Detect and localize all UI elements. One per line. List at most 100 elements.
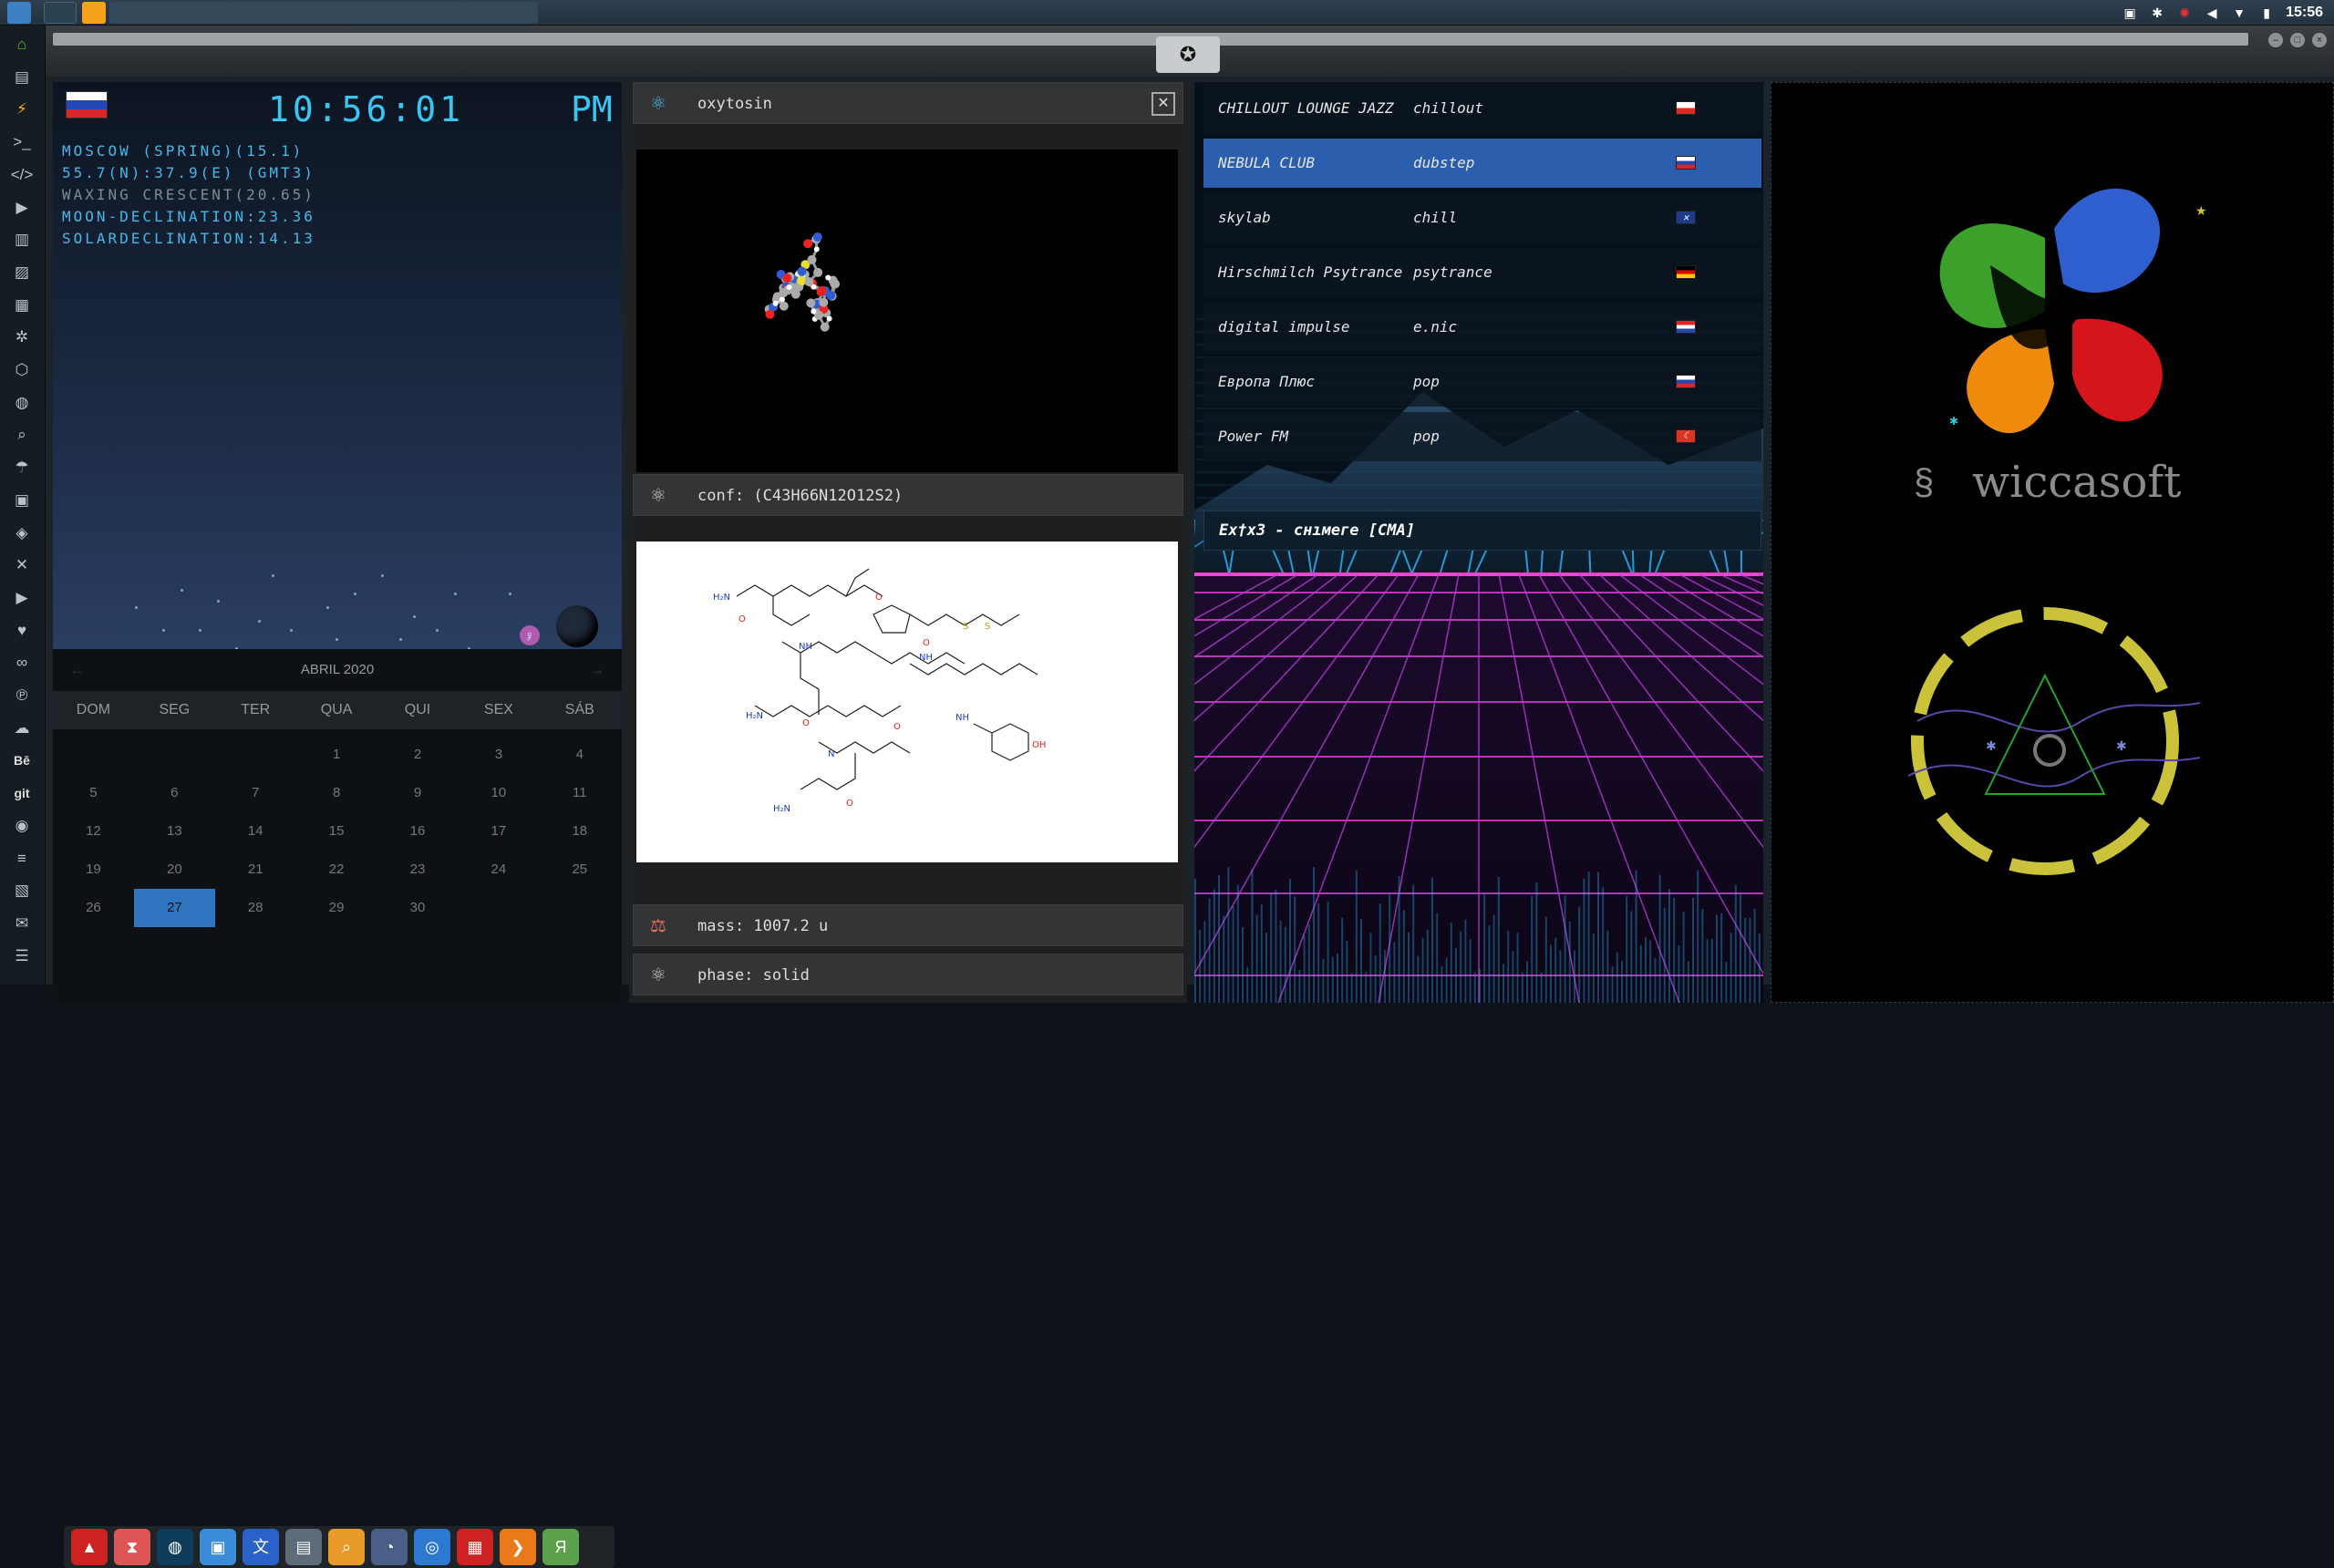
clock-app-icon[interactable]: ◔ (371, 1529, 408, 1565)
close-molecule-button[interactable]: ✕ (1152, 92, 1175, 116)
git-icon[interactable]: git (10, 781, 34, 805)
mail-icon[interactable]: ✉ (10, 912, 34, 935)
calendar-day[interactable]: 11 (539, 774, 620, 812)
globe-icon[interactable]: ◍ (10, 391, 34, 415)
calendar-day[interactable]: 6 (134, 774, 215, 812)
calendar-day[interactable]: 29 (296, 889, 377, 927)
calendar-day[interactable]: 14 (215, 812, 296, 851)
atom-icon: ⚛ (645, 482, 672, 510)
terminal-launcher-icon[interactable] (82, 2, 106, 24)
calendar-day[interactable]: 2 (377, 736, 459, 774)
calendar-day[interactable]: 8 (296, 774, 377, 812)
calendar-day[interactable]: 19 (53, 851, 134, 889)
globe-app-icon[interactable]: ◍ (157, 1529, 193, 1565)
contact-icon[interactable]: ▣ (10, 489, 34, 512)
shuffle-icon[interactable]: ✕ (10, 553, 34, 577)
close-button[interactable]: × (2312, 33, 2327, 47)
terminal-icon[interactable]: >_ (10, 130, 34, 154)
behance-icon[interactable]: Bē (10, 748, 34, 772)
maximize-button[interactable]: □ (2290, 33, 2305, 47)
calendar-day[interactable]: 18 (539, 812, 620, 851)
photos-icon[interactable]: ▣ (200, 1529, 236, 1565)
title-strip[interactable] (53, 33, 2248, 46)
cloud-icon[interactable]: ☁ (10, 717, 34, 740)
calendar-day[interactable]: 4 (539, 736, 620, 774)
tag-icon[interactable]: ◈ (10, 521, 34, 545)
hexagon-icon[interactable]: ⬡ (10, 358, 34, 382)
calendar-day[interactable]: 25 (539, 851, 620, 889)
bolt-icon[interactable]: ⚡ (10, 98, 34, 121)
home-icon[interactable]: ⌂ (10, 33, 34, 57)
web-icon[interactable]: ◎ (414, 1529, 450, 1565)
server-icon[interactable]: ☰ (10, 944, 34, 968)
volume-icon[interactable]: ◀ (2204, 5, 2220, 20)
calendar-day[interactable]: 21 (215, 851, 296, 889)
taskbar-task[interactable] (109, 2, 538, 24)
calendar-day[interactable]: 15 (296, 812, 377, 851)
calendar-day[interactable]: 9 (377, 774, 459, 812)
infinity-icon[interactable]: ∞ (10, 651, 34, 675)
files-launcher-icon[interactable] (7, 2, 31, 24)
minimize-button[interactable]: – (2268, 33, 2283, 47)
document-icon[interactable]: ▤ (10, 66, 34, 89)
calendar-day[interactable]: 5 (53, 774, 134, 812)
search-app-icon[interactable]: ⌕ (328, 1529, 365, 1565)
calendar-day[interactable]: 28 (215, 889, 296, 927)
calendar-day[interactable]: 3 (458, 736, 539, 774)
calendar-day[interactable]: 23 (377, 851, 459, 889)
umbrella-icon[interactable]: ☂ (10, 456, 34, 480)
window-switcher[interactable] (44, 2, 77, 24)
calendar-day[interactable]: 27 (134, 889, 215, 927)
heart-icon[interactable]: ♥ (10, 619, 34, 643)
search-icon[interactable]: ⌕ (10, 423, 34, 447)
play-icon[interactable]: ▶ (10, 196, 34, 220)
pinterest-icon[interactable]: ℗ (10, 684, 34, 707)
calendar-day[interactable]: 26 (53, 889, 134, 927)
calendar-day[interactable]: 17 (458, 812, 539, 851)
map-icon[interactable]: ▧ (10, 879, 34, 903)
calendar-day[interactable]: 10 (458, 774, 539, 812)
files-icon[interactable]: ▥ (10, 228, 34, 252)
newspaper-icon[interactable]: ▦ (10, 294, 34, 317)
calendar-day[interactable]: 12 (53, 812, 134, 851)
system-clock[interactable]: 15:56 (2286, 5, 2323, 21)
stack-icon[interactable]: ≡ (10, 847, 34, 871)
red-triangle-icon[interactable]: ▲ (71, 1529, 108, 1565)
image-icon[interactable]: ▨ (10, 261, 34, 284)
molecule-phase: phase: solid (697, 954, 810, 996)
hourglass-icon[interactable]: ⧗ (114, 1529, 150, 1565)
youtube-icon[interactable]: ▶ (10, 586, 34, 610)
settings-icon[interactable]: ✲ (10, 325, 34, 349)
prev-month-icon[interactable]: ← (69, 660, 86, 679)
molecule-3d-view[interactable] (636, 150, 1178, 472)
calendar-day[interactable]: 22 (296, 851, 377, 889)
code-icon[interactable]: </> (10, 163, 34, 187)
calendar-day[interactable]: 30 (377, 889, 459, 927)
battery-icon[interactable]: ▮ (2258, 5, 2275, 20)
bluetooth-icon[interactable]: ✱ (2149, 5, 2165, 20)
calendar-day[interactable]: 16 (377, 812, 459, 851)
arrow-app-icon[interactable]: ❯ (500, 1529, 536, 1565)
photo-icon[interactable]: ▣ (2122, 5, 2138, 20)
wifi-icon[interactable]: ▼ (2231, 5, 2247, 20)
calendar-app-icon[interactable]: ▦ (457, 1529, 493, 1565)
calendar-day[interactable]: 13 (134, 812, 215, 851)
calendar-day[interactable]: 24 (458, 851, 539, 889)
calendar-day[interactable]: 7 (215, 774, 296, 812)
browser-icon[interactable]: ▤ (285, 1529, 322, 1565)
yandex-icon[interactable]: Я (542, 1529, 579, 1565)
calendar-day[interactable]: 20 (134, 851, 215, 889)
next-month-icon[interactable]: → (589, 660, 605, 679)
bug-icon[interactable]: ✺ (2176, 5, 2193, 20)
translate-icon[interactable]: 文 (243, 1529, 279, 1565)
github-icon[interactable]: ◉ (10, 814, 34, 838)
calendar-day[interactable]: 1 (296, 736, 377, 774)
